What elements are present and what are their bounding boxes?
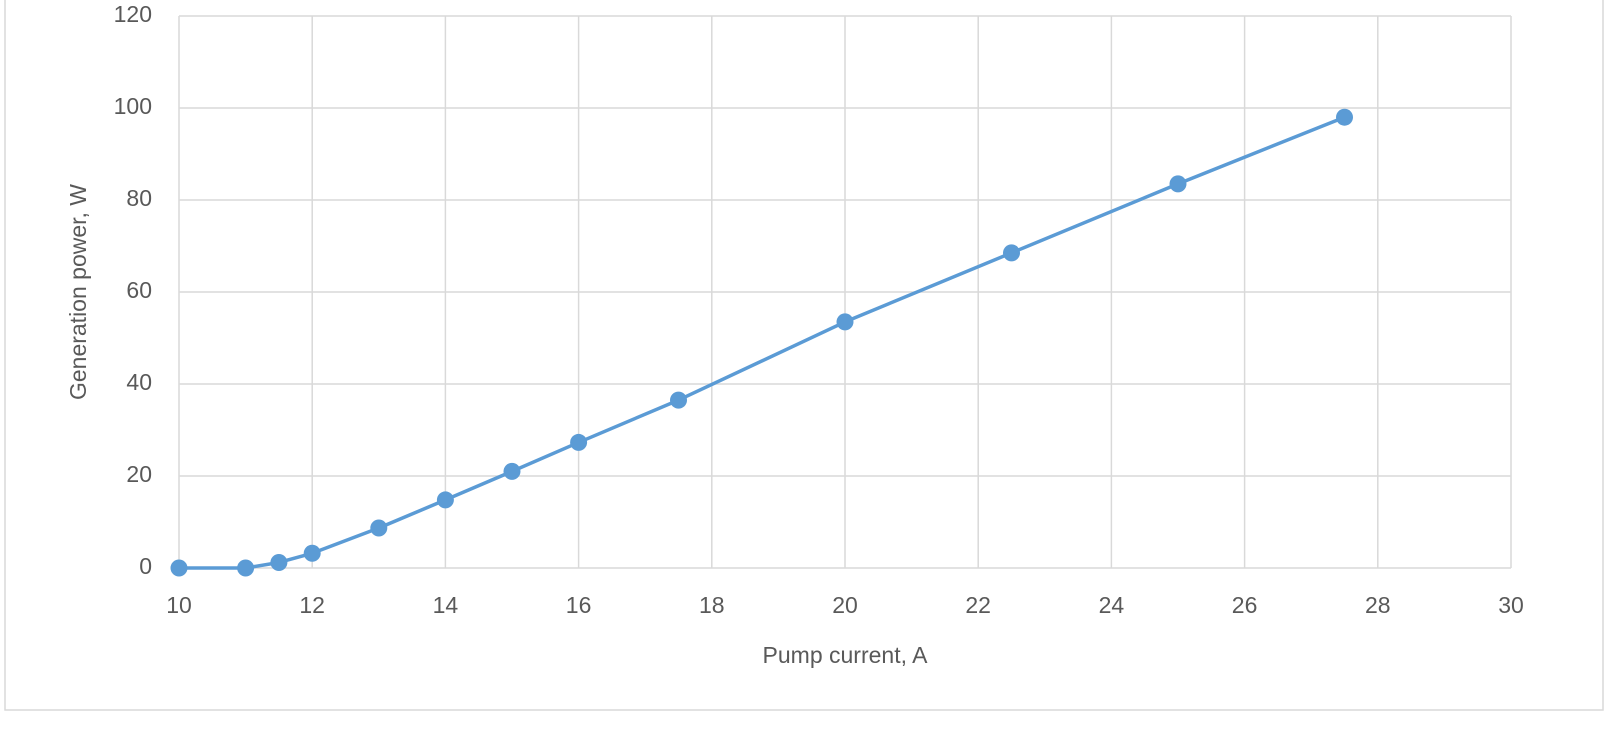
- y-tick-label: 120: [114, 1, 152, 27]
- data-point: [436, 491, 454, 509]
- x-tick-label: 26: [1232, 592, 1258, 618]
- x-tick-label: 30: [1498, 592, 1524, 618]
- x-tick-label: 10: [166, 592, 192, 618]
- x-tick-label: 22: [965, 592, 991, 618]
- y-tick-label: 100: [114, 93, 152, 119]
- x-axis-title: Pump current, A: [763, 642, 929, 668]
- data-point: [570, 433, 588, 451]
- data-point: [270, 553, 288, 571]
- y-tick-label: 20: [126, 461, 152, 487]
- data-point: [370, 519, 388, 537]
- data-point: [237, 559, 255, 577]
- data-point: [303, 544, 321, 562]
- y-tick-label: 40: [126, 369, 152, 395]
- data-point: [1336, 108, 1353, 126]
- data-point: [1003, 244, 1020, 262]
- x-tick-label: 14: [433, 592, 459, 618]
- x-tick-label: 12: [299, 592, 325, 618]
- x-tick-label: 28: [1365, 592, 1391, 618]
- data-point: [1169, 175, 1187, 193]
- x-tick-label: 20: [832, 592, 858, 618]
- x-tick-label: 18: [699, 592, 725, 618]
- data-point: [670, 391, 687, 409]
- x-tick-label: 24: [1099, 592, 1125, 618]
- data-point: [836, 313, 854, 331]
- y-tick-label: 80: [126, 185, 152, 211]
- chart-frame: [4, 0, 1604, 711]
- data-point: [503, 462, 521, 480]
- y-tick-label: 0: [139, 553, 152, 579]
- data-point: [170, 559, 188, 577]
- y-axis-title: Generation power, W: [65, 184, 91, 400]
- y-tick-label: 60: [126, 277, 152, 303]
- x-tick-label: 16: [566, 592, 592, 618]
